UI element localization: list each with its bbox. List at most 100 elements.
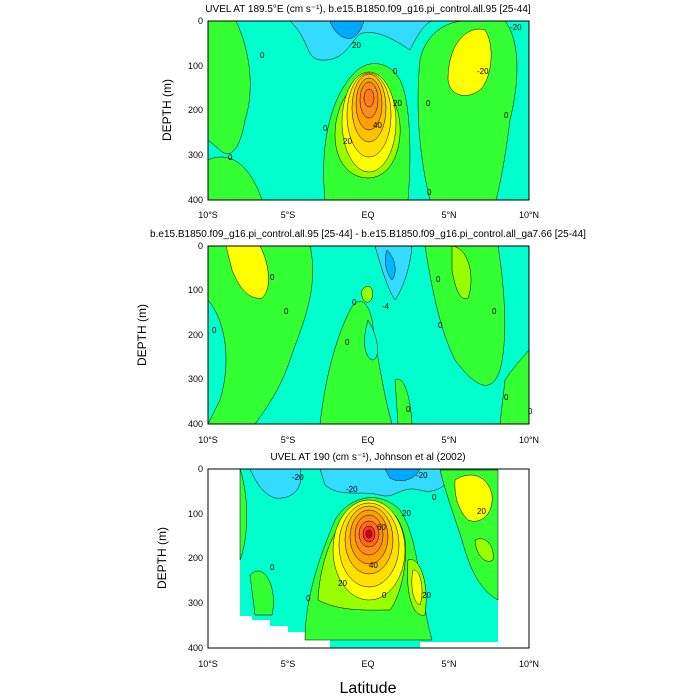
p2-xtick-4: 10°N — [519, 435, 539, 445]
p1-clabel-5: 20 — [343, 137, 352, 146]
p2-clabel-8: 0 — [528, 407, 533, 416]
panel-3-contour-labels: -20 -20 20 60 40 20 20 0 0 0 20 0 -20 — [270, 471, 486, 603]
p1-clabel-10: 0 — [504, 111, 509, 120]
p3-contour-eq90 — [365, 529, 373, 539]
p2-clabel-0: 0 — [270, 273, 275, 282]
p3-missing-sw — [208, 469, 330, 648]
p1-xtick-0: 10°S — [198, 210, 218, 220]
panel-2-contour-labels: 0 0 0 0 0 0 0 0 0 0 -4 0 — [212, 273, 533, 416]
p2-xtick-1: 5°S — [281, 435, 296, 445]
panel-2-frame — [207, 245, 530, 425]
panel-3: UVEL AT 190 (cm s⁻¹), Johnson et al (200… — [155, 452, 539, 669]
panel-2-title: b.e15.B1850.f09_g16.pi_control.all.95 [2… — [150, 229, 586, 240]
panel-3-ylabel: DEPTH (m) — [155, 527, 169, 589]
panel-2-xticks: 10°S 5°S EQ 5°N 10°N — [198, 435, 539, 445]
p2-ytick-2: 200 — [188, 330, 203, 340]
p2-contour-neg2 — [385, 249, 396, 281]
p3-clabel-4: 40 — [369, 561, 378, 570]
p2-contour-ne — [424, 246, 506, 386]
p3-clabel-11: 0 — [432, 493, 437, 502]
panel-1-title: UVEL AT 189.5°E (cm s⁻¹), b.e15.B1850.f0… — [205, 4, 531, 15]
p3-clabel-7: 0 — [306, 594, 311, 603]
p1-xtick-3: 5°N — [441, 210, 456, 220]
p2-contour-eq-cyan — [364, 319, 378, 361]
p2-contour-mid — [394, 378, 413, 424]
panel-2-field — [208, 246, 529, 424]
p3-ytick-4: 400 — [188, 643, 203, 653]
p2-xtick-3: 5°N — [441, 435, 456, 445]
p1-xtick-4: 10°N — [519, 210, 539, 220]
panel-1-xticks: 10°S 5°S EQ 5°N 10°N — [198, 210, 539, 220]
p2-clabel-4: 0 — [345, 338, 350, 347]
p3-ytick-0: 0 — [198, 464, 203, 474]
p2-ytick-0: 0 — [198, 241, 203, 251]
p2-contour-sw-yellow — [225, 246, 269, 299]
p1-xtick-2: EQ — [361, 210, 374, 220]
p1-clabel-11: -20 — [510, 23, 522, 32]
panel-1: UVEL AT 189.5°E (cm s⁻¹), b.e15.B1850.f0… — [160, 4, 539, 220]
panel-1-yticks: 0 100 200 300 400 — [188, 16, 203, 205]
p1-contour-neg2 — [329, 21, 365, 39]
p1-contour-ne-20 — [447, 28, 492, 96]
p1-xtick-1: 5°S — [281, 210, 296, 220]
p1-ytick-1: 100 — [188, 61, 203, 71]
p2-clabel-5: 0 — [438, 321, 443, 330]
p2-clabel-10: -4 — [382, 302, 390, 311]
p1-clabel-4: -20 — [477, 67, 489, 76]
p1-ytick-3: 300 — [188, 150, 203, 160]
p3-contour-w — [239, 469, 247, 561]
p2-ytick-1: 100 — [188, 285, 203, 295]
p3-xtick-3: 5°N — [441, 659, 456, 669]
p3-clabel-9: 0 — [270, 563, 275, 572]
p1-ytick-4: 400 — [188, 195, 203, 205]
p1-contour-eq70 — [363, 88, 375, 108]
panel-3-xticks: 10°S 5°S EQ 5°N 10°N — [198, 659, 539, 669]
p2-clabel-3: 0 — [352, 298, 357, 307]
panel-3-frame — [207, 468, 530, 649]
panel-1-frame — [207, 20, 530, 201]
p2-clabel-11: 0 — [436, 275, 441, 284]
panel-2-ylabel: DEPTH (m) — [135, 304, 149, 366]
p3-xtick-4: 10°N — [519, 659, 539, 669]
p3-xtick-2: EQ — [361, 659, 374, 669]
p3-contour-sw — [249, 570, 274, 616]
panel-3-yticks: 0 100 200 300 400 — [188, 464, 203, 653]
p3-ytick-2: 200 — [188, 553, 203, 563]
p1-clabel-12: 0 — [427, 188, 432, 197]
p3-xtick-1: 5°S — [281, 659, 296, 669]
panel-3-title: UVEL AT 190 (cm s⁻¹), Johnson et al (200… — [270, 452, 465, 463]
p2-contour-eq — [319, 301, 393, 424]
p3-clabel-2: 20 — [338, 579, 347, 588]
p1-clabel-1: 0 — [228, 153, 233, 162]
p3-clabel-10: 20 — [402, 509, 411, 518]
panel-3-field — [208, 469, 529, 648]
p3-clabel-6: 20 — [422, 591, 431, 600]
p2-clabel-2: 0 — [284, 307, 289, 316]
p1-clabel-6: 40 — [373, 121, 382, 130]
x-axis-label: Latitude — [340, 680, 397, 697]
p2-contour-sw-cyan — [208, 299, 227, 424]
p3-clabel-8: 0 — [382, 591, 387, 600]
p2-clabel-9: 0 — [406, 405, 411, 414]
p1-clabel-9: 0 — [426, 99, 431, 108]
p3-contour-nw-neg — [249, 469, 302, 499]
p3-xtick-0: 10°S — [198, 659, 218, 669]
p2-clabel-6: 0 — [492, 307, 497, 316]
p1-clabel-2: 20 — [352, 41, 361, 50]
p1-ytick-2: 200 — [188, 105, 203, 115]
p2-ytick-4: 400 — [188, 419, 203, 429]
p3-ytick-1: 100 — [188, 509, 203, 519]
p1-clabel-0: 0 — [260, 51, 265, 60]
p1-clabel-8: 0 — [393, 67, 398, 76]
panel-2-yticks: 0 100 200 300 400 — [188, 241, 203, 429]
p2-xtick-0: 10°S — [198, 435, 218, 445]
p1-clabel-3: 20 — [393, 99, 402, 108]
p1-contour-sw — [208, 21, 251, 154]
p1-contour-ne — [417, 21, 518, 200]
p3-contour-ne-y2 — [474, 538, 494, 562]
p2-contour-eqmax — [361, 286, 373, 303]
p2-contour-ne-yellow — [451, 246, 472, 299]
panel-1-ylabel: DEPTH (m) — [160, 79, 174, 141]
panel-2: b.e15.B1850.f09_g16.pi_control.all.95 [2… — [135, 229, 586, 445]
